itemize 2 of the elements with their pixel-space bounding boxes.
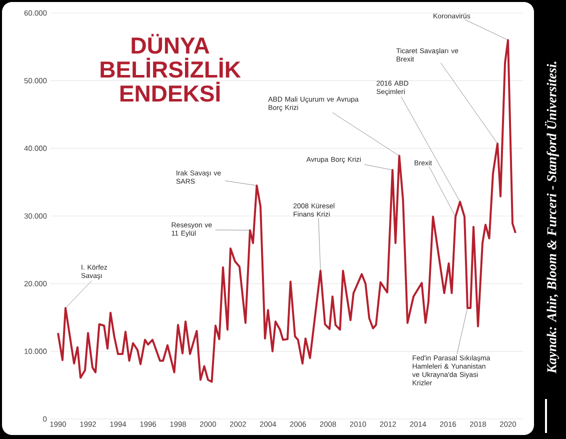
text: DÜNYA BELİRSİZLİK ENDEKSİ [100, 34, 241, 102]
text: Kaynak: Ahir, Bloom & Furceri - Stanford Üniversitesi. [544, 62, 560, 374]
